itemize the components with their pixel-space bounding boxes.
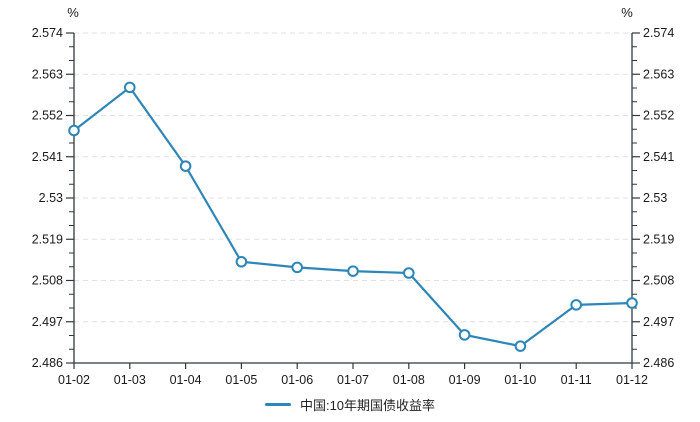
data-point-marker[interactable] <box>235 255 248 268</box>
legend-label: 中国:10年期国债收益率 <box>299 397 436 413</box>
y-axis-tick-label-right: 2.519 <box>643 232 674 246</box>
data-point-marker[interactable] <box>124 81 136 94</box>
x-axis-tick-label: 01-11 <box>561 373 592 387</box>
x-axis-tick-label: 01-10 <box>504 373 536 387</box>
y-axis-tick-label-left: 2.519 <box>32 232 63 246</box>
x-axis-tick-label: 01-09 <box>449 373 481 387</box>
y-axis-tick-label-left: 2.497 <box>32 315 63 329</box>
data-point-marker[interactable] <box>347 265 359 277</box>
y-axis-tick-label-right: 2.574 <box>643 26 674 40</box>
data-point-marker[interactable] <box>403 267 415 279</box>
y-axis-tick-label-right: 2.552 <box>643 109 674 123</box>
data-point-marker[interactable] <box>291 261 304 274</box>
y-axis-tick-label-right: 2.497 <box>643 315 674 329</box>
data-point-marker[interactable] <box>179 160 192 172</box>
y-axis-tick-label-left: 2.508 <box>32 274 63 288</box>
y-axis-tick-label-right: 2.486 <box>643 356 674 370</box>
y-axis-tick-label-left: 2.574 <box>32 26 63 40</box>
x-axis-tick-label: 01-05 <box>225 373 257 387</box>
y-axis-tick-label-left: 2.552 <box>32 109 63 123</box>
x-axis-tick-label: 01-02 <box>58 373 90 387</box>
data-point-marker[interactable] <box>458 329 471 341</box>
y-axis-tick-label-right: 2.508 <box>643 274 674 288</box>
x-axis-tick-label: 01-06 <box>281 373 313 387</box>
y-axis-tick-label-right: 2.541 <box>643 150 674 164</box>
x-axis-tick-label: 01-07 <box>337 373 369 387</box>
data-point-marker[interactable] <box>514 340 527 352</box>
data-point-marker[interactable] <box>626 297 638 309</box>
legend-line-swatch <box>264 402 291 406</box>
x-axis-tick-label: 01-03 <box>114 373 146 387</box>
y-axis-unit-right: % <box>621 5 633 20</box>
y-axis-tick-label-left: 2.53 <box>39 191 63 205</box>
data-point-marker[interactable] <box>570 299 583 311</box>
x-axis-tick-label: 01-08 <box>393 373 425 387</box>
data-point-marker[interactable] <box>68 124 80 137</box>
y-axis-tick-label-left: 2.541 <box>32 150 63 164</box>
y-axis-tick-label-left: 2.563 <box>32 67 63 81</box>
y-axis-unit-left: % <box>67 5 79 20</box>
x-axis-tick-label: 01-04 <box>170 373 202 387</box>
yield-line <box>72 86 634 348</box>
y-axis-tick-label-right: 2.53 <box>643 191 667 205</box>
legend[interactable]: 中国:10年期国债收益率 <box>0 395 700 413</box>
y-axis-tick-label-left: 2.486 <box>32 356 63 370</box>
y-axis-tick-label-right: 2.563 <box>643 67 674 81</box>
x-axis-tick-label: 01-12 <box>616 373 648 387</box>
